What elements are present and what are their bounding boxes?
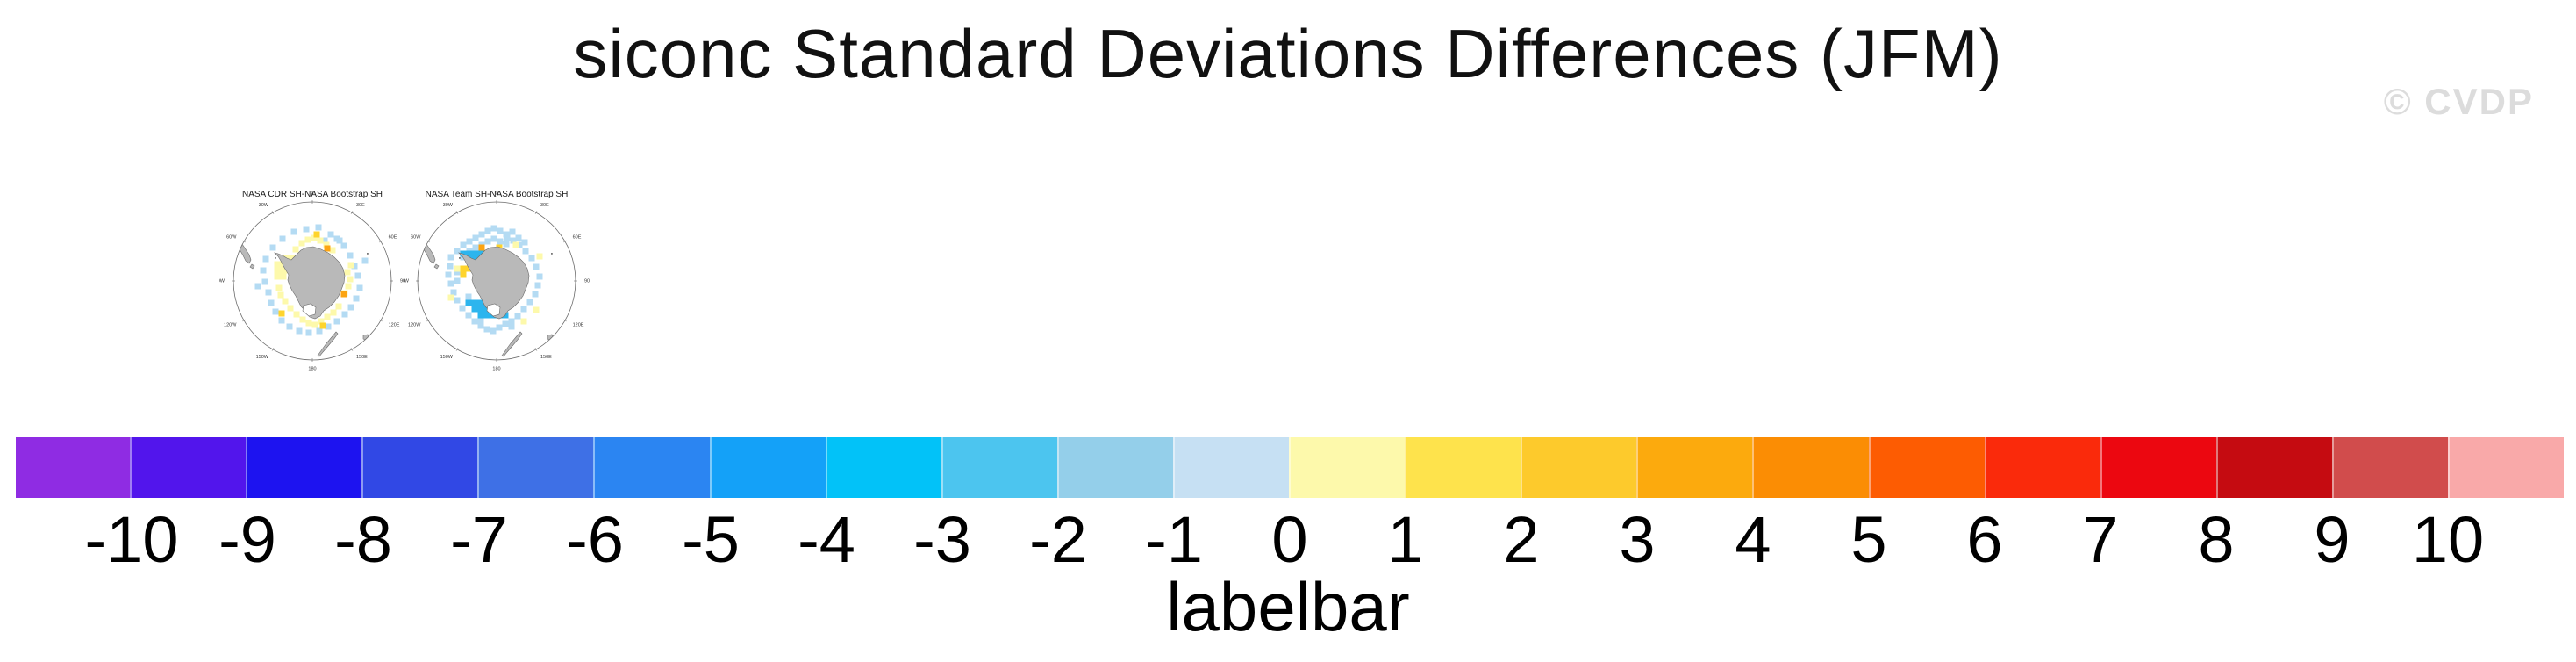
colorbar-tick-label: 1 <box>1387 503 1424 576</box>
longitude-label: 120W <box>224 322 237 327</box>
longitude-label: 150W <box>256 355 269 360</box>
colorbar-tick-label: -8 <box>334 503 392 576</box>
longitude-label: 120E <box>389 322 400 327</box>
longitude-label: 90W <box>404 278 410 284</box>
longitude-label: 150E <box>540 355 552 360</box>
tierra-del-fuego <box>433 263 440 270</box>
colorbar-tick-labels: -10 -9 -8 -7 -6 -5 -4 -3 -2 -1 0 1 2 3 4 5 6 7 8 9 10 <box>0 507 2576 578</box>
colorbar-segment <box>1636 437 1753 498</box>
colorbar-tick-label: -2 <box>1029 503 1087 576</box>
colorbar-segment <box>2215 437 2332 498</box>
colorbar-segment <box>941 437 1057 498</box>
colorbar-tick-label: 0 <box>1271 503 1308 576</box>
longitude-label: 150E <box>356 355 368 360</box>
longitude-label: 30W <box>259 203 269 208</box>
colorbar-segment <box>1868 437 1985 498</box>
map-panel-title: NASA CDR SH-NASA Bootstrap SH <box>242 190 383 199</box>
longitude-label: 0 <box>495 191 497 196</box>
longitude-label: 30W <box>443 203 454 208</box>
longitude-label: 120W <box>408 322 421 327</box>
colorbar-segment <box>361 437 478 498</box>
ross-sea-notch <box>486 303 501 317</box>
colorbar-segment <box>2447 437 2565 498</box>
longitude-label: 90E <box>400 278 405 284</box>
colorbar-segment <box>16 437 131 498</box>
longitude-label: 180 <box>308 366 316 371</box>
colorbar-segment <box>2331 437 2448 498</box>
longitude-label: 90E <box>584 278 590 284</box>
colorbar-segment <box>825 437 941 498</box>
colorbar-tick-label: -1 <box>1145 503 1203 576</box>
antarctica-landmass <box>458 246 530 320</box>
colorbar-tick-label: 4 <box>1735 503 1771 576</box>
colorbar-tick-label: -4 <box>798 503 855 576</box>
colorbar-segment <box>477 437 594 498</box>
longitude-label: 60W <box>411 234 421 240</box>
colorbar-tick-label: 10 <box>2411 503 2485 576</box>
ross-sea-notch <box>302 303 317 317</box>
colorbar-segment <box>1984 437 2100 498</box>
colorbar-tick-label: 6 <box>1966 503 2003 576</box>
colorbar-tick-label: 5 <box>1850 503 1887 576</box>
longitude-label: 60W <box>226 234 237 240</box>
colorbar-segment <box>1521 437 1637 498</box>
colorbar-tick-label: 3 <box>1619 503 1656 576</box>
colorbar-label: labelbar <box>1166 568 1410 645</box>
longitude-label: 60E <box>573 234 582 240</box>
colorbar-segment <box>246 437 362 498</box>
longitude-label: 90W <box>219 278 225 284</box>
longitude-label: 30E <box>356 203 365 208</box>
longitude-label: 0 <box>311 191 313 196</box>
antarctica-landmass <box>274 246 346 320</box>
longitude-label: 60E <box>389 234 397 240</box>
colorbar-tick-label: 8 <box>2198 503 2235 576</box>
map-nasa-cdr-sh-minus-nasa-bootstrap-sh: NASA CDR SH-NASA Bootstrap SH0 30E 60E 90E 1… <box>219 190 405 371</box>
colorbar-segment <box>1752 437 1869 498</box>
landmasses <box>233 234 370 357</box>
colorbar-tick-label: -9 <box>218 503 276 576</box>
colorbar-segment <box>709 437 826 498</box>
longitude-label: 30E <box>540 203 549 208</box>
colorbar-segment <box>593 437 710 498</box>
colorbar-segment <box>2100 437 2216 498</box>
colorbar-tick-label: -7 <box>450 503 508 576</box>
colorbar-segment <box>130 437 247 498</box>
tierra-del-fuego <box>249 263 255 270</box>
colorbar-tick-label: -3 <box>913 503 971 576</box>
colorbar-segment <box>1405 437 1521 498</box>
new-zealand <box>501 331 523 357</box>
map-nasa-team-sh-minus-nasa-bootstrap-sh: NASA Team SH-NASA Bootstrap SH0 30E 60E 90E… <box>404 190 590 371</box>
colorbar-segment <box>1172 437 1290 498</box>
colorbar-tick-label: -5 <box>682 503 740 576</box>
colorbar <box>16 437 2565 498</box>
colorbar-tick-label: 2 <box>1503 503 1540 576</box>
colorbar-tick-label: -6 <box>566 503 624 576</box>
longitude-label: 150W <box>440 355 454 360</box>
new-zealand <box>317 331 339 357</box>
longitude-label: 120E <box>573 322 584 327</box>
map-content <box>233 224 370 357</box>
colorbar-tick-label: 7 <box>2082 503 2119 576</box>
colorbar-tick-label: -10 <box>84 503 179 576</box>
map-panel-title: NASA Team SH-NASA Bootstrap SH <box>426 190 569 199</box>
longitude-label: 180 <box>492 366 500 371</box>
cvdp-watermark: © CVDP <box>2383 81 2534 122</box>
colorbar-segment <box>1056 437 1173 498</box>
map-content <box>418 225 555 357</box>
colorbar-segment <box>1289 437 1406 498</box>
page-title: siconc Standard Deviations Differences (… <box>573 15 2003 92</box>
colorbar-tick-label: 9 <box>2314 503 2351 576</box>
